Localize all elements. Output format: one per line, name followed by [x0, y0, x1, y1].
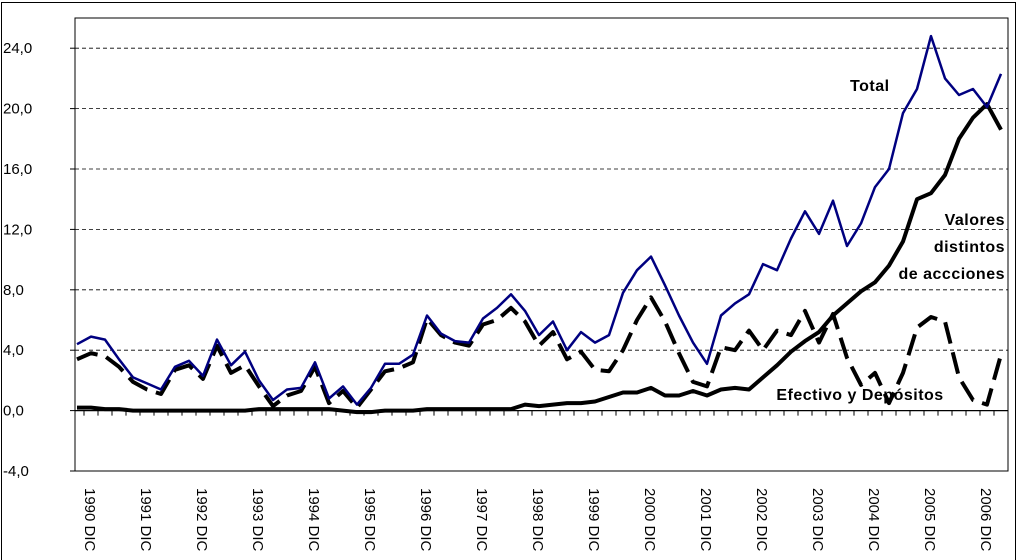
x-tick-label: 1994 DIC [305, 488, 322, 552]
annotation-valores: distintos [934, 239, 1005, 256]
x-tick-label: 1997 DIC [473, 488, 490, 552]
x-tick-label: 2004 DIC [865, 488, 882, 552]
x-tick-label: 1999 DIC [585, 488, 602, 552]
y-tick-label: 20,0 [3, 101, 32, 118]
y-tick-label: 8,0 [3, 282, 24, 299]
y-tick-label: 24,0 [3, 40, 32, 57]
plot-area [74, 17, 1009, 472]
x-tick-label: 2003 DIC [809, 488, 826, 552]
x-tick-label: 2006 DIC [977, 488, 994, 552]
series-line [76, 34, 1003, 406]
x-tick-label: 1996 DIC [417, 488, 434, 552]
x-tick-label: 2005 DIC [921, 488, 938, 552]
x-tick-label: 1995 DIC [361, 488, 378, 552]
y-tick-label: 12,0 [3, 221, 32, 238]
x-tick-label: 1998 DIC [529, 488, 546, 552]
series-line [77, 102, 1003, 415]
x-tick-label: 1992 DIC [193, 488, 210, 552]
annotation-valores: de accciones [899, 266, 1006, 283]
y-tick-label: 4,0 [3, 342, 24, 359]
y-tick-label: 16,0 [3, 161, 32, 178]
annotation-total: Total [850, 78, 890, 95]
x-tick-label: 2001 DIC [697, 488, 714, 552]
x-tick-label: 2000 DIC [641, 488, 658, 552]
series-line [76, 295, 1003, 410]
x-tick-label: 2002 DIC [753, 488, 770, 552]
y-tick-label: 0,0 [3, 403, 24, 420]
annotation-efectivo: Efectivo y Depósitos [776, 387, 943, 404]
y-tick-label: -4,0 [3, 463, 29, 480]
x-tick-label: 1991 DIC [137, 488, 154, 552]
x-tick-label: 1993 DIC [249, 488, 266, 552]
annotation-valores: Valores [945, 212, 1005, 229]
x-tick-label: 1990 DIC [81, 488, 98, 552]
